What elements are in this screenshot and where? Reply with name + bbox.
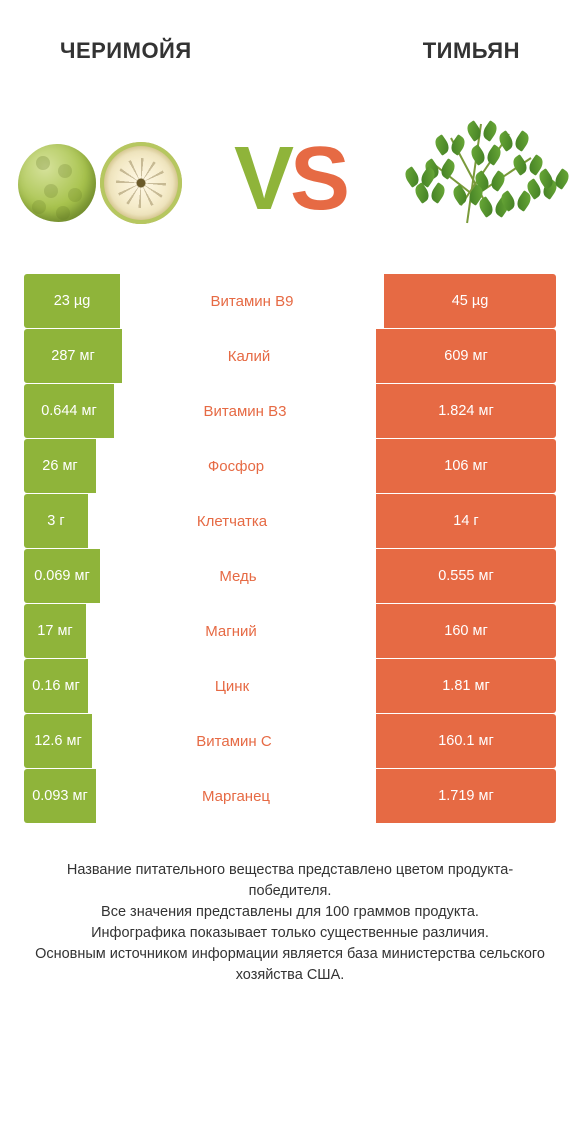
vs-label: VS [234,134,346,224]
table-row: 3 гКлетчатка14 г [24,494,556,549]
right-product-illustration [390,114,570,244]
vs-band: VS [0,94,580,264]
vs-letter-v: V [234,129,290,229]
right-value-cell: 14 г [376,494,556,548]
cherimoya-half-icon [100,142,182,224]
left-value-cell: 17 мг [24,604,86,658]
nutrient-label: Магний [86,604,376,658]
footer-line: Инфографика показывает только существенн… [28,923,552,944]
vs-letter-s: S [290,129,346,229]
nutrient-label: Фосфор [96,439,376,493]
footer-line: Основным источником информации является … [28,944,552,986]
table-row: 0.093 мгМарганец1.719 мг [24,769,556,824]
left-value-cell: 0.069 мг [24,549,100,603]
thyme-icon [390,114,570,244]
header: ЧЕРИМОЙЯ ТИМЬЯН [0,0,580,64]
footer-notes: Название питательного вещества представл… [28,860,552,986]
right-value-cell: 106 мг [376,439,556,493]
table-row: 0.16 мгЦинк1.81 мг [24,659,556,714]
right-value-cell: 609 мг [376,329,556,383]
left-value-cell: 0.644 мг [24,384,114,438]
right-value-cell: 1.81 мг [376,659,556,713]
table-row: 0.644 мгВитамин B31.824 мг [24,384,556,439]
table-row: 0.069 мгМедь0.555 мг [24,549,556,604]
footer-line: Все значения представлены для 100 граммо… [28,902,552,923]
table-row: 26 мгФосфор106 мг [24,439,556,494]
cherimoya-whole-icon [18,144,96,222]
right-value-cell: 1.824 мг [376,384,556,438]
left-product-title: ЧЕРИМОЙЯ [60,38,192,64]
left-value-cell: 12.6 мг [24,714,92,768]
table-row: 287 мгКалий609 мг [24,329,556,384]
left-value-cell: 3 г [24,494,88,548]
left-value-cell: 26 мг [24,439,96,493]
nutrient-label: Медь [100,549,376,603]
table-row: 23 µgВитамин B945 µg [24,274,556,329]
left-value-cell: 23 µg [24,274,120,328]
right-value-cell: 45 µg [384,274,556,328]
footer-line: Название питательного вещества представл… [28,860,552,902]
nutrient-label: Марганец [96,769,376,823]
right-value-cell: 160 мг [376,604,556,658]
table-row: 12.6 мгВитамин C160.1 мг [24,714,556,769]
nutrient-label: Клетчатка [88,494,376,548]
nutrient-label: Цинк [88,659,376,713]
left-value-cell: 0.16 мг [24,659,88,713]
table-row: 17 мгМагний160 мг [24,604,556,659]
nutrient-label: Витамин B3 [114,384,376,438]
right-value-cell: 160.1 мг [376,714,556,768]
nutrient-label: Витамин C [92,714,376,768]
left-value-cell: 0.093 мг [24,769,96,823]
nutrient-label: Витамин B9 [120,274,384,328]
right-value-cell: 1.719 мг [376,769,556,823]
left-product-illustration [10,114,190,244]
right-product-title: ТИМЬЯН [423,38,520,64]
nutrient-label: Калий [122,329,376,383]
right-value-cell: 0.555 мг [376,549,556,603]
nutrient-comparison-table: 23 µgВитамин B945 µg287 мгКалий609 мг0.6… [24,274,556,824]
left-value-cell: 287 мг [24,329,122,383]
